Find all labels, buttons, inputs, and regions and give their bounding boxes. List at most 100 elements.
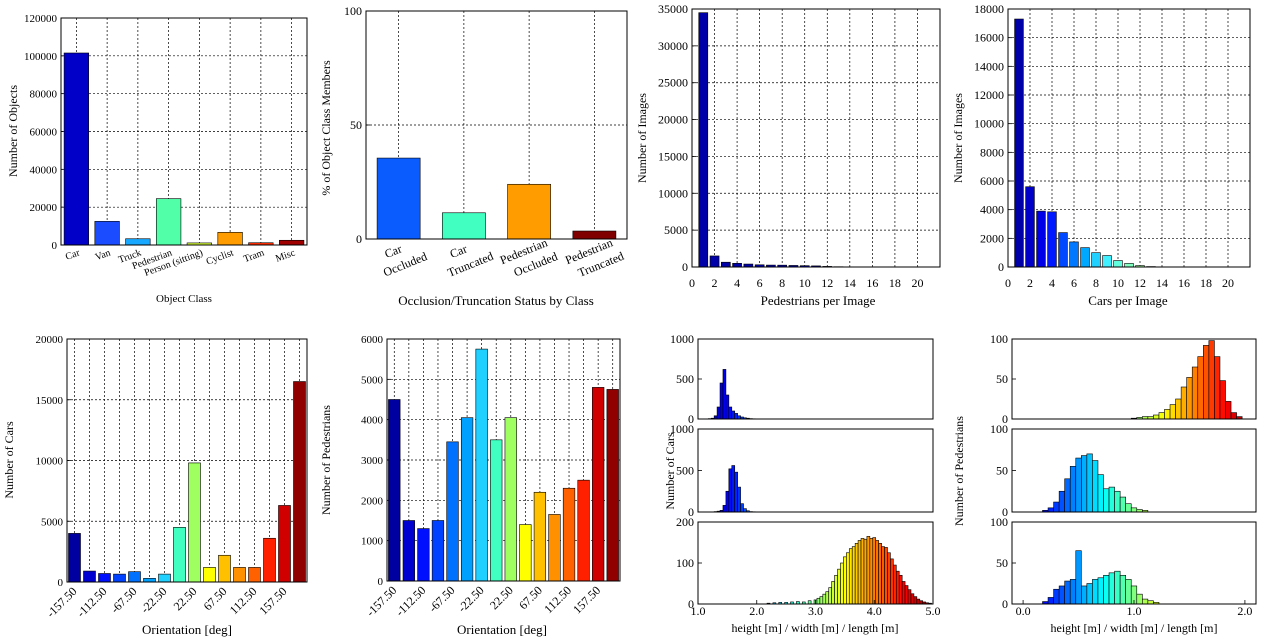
- y-tick-label: 0: [378, 576, 384, 588]
- bar: [1219, 380, 1226, 420]
- y-tick-label: 12000: [974, 88, 1004, 102]
- bar: [1108, 572, 1115, 605]
- y-tick-label: 15000: [658, 149, 688, 163]
- y-tick-label: 4000: [980, 203, 1004, 217]
- y-tick-label: 120000: [24, 13, 58, 25]
- bar: [910, 593, 915, 605]
- y-tick-label: 10000: [658, 186, 688, 200]
- x-tick-label: 8: [779, 276, 785, 290]
- plot-frame: [1011, 338, 1257, 420]
- y-tick-label: 20000: [30, 202, 58, 214]
- bar: [125, 238, 151, 246]
- y-axis-label: Number of Objects: [6, 85, 20, 177]
- bar: [1103, 488, 1110, 513]
- y-tick-label: 50: [996, 464, 1008, 478]
- bar: [68, 533, 81, 583]
- x-tick-label: 6: [1071, 276, 1077, 290]
- y-tick-label: 100: [990, 422, 1008, 436]
- x-tick-label: -67.50: [108, 584, 140, 616]
- x-tick-label: -157.50: [44, 584, 80, 620]
- bar: [507, 183, 551, 240]
- bar: [721, 261, 731, 268]
- y-tick-label: 1000: [670, 422, 694, 436]
- y-tick-label: 50: [350, 118, 362, 132]
- y-tick-label: 5000: [664, 223, 688, 237]
- pedestrian-dimensions-panel-length: 0 50 100: [990, 515, 1257, 611]
- bar: [388, 399, 401, 582]
- y-axis-label: Number of Images: [951, 93, 965, 183]
- bar: [446, 441, 459, 582]
- bar: [278, 505, 291, 583]
- y-tick-label: 6000: [361, 334, 384, 346]
- y-tick-label: 3000: [361, 455, 384, 467]
- x-tick-label: -67.50: [426, 583, 458, 615]
- bar: [834, 574, 838, 605]
- y-tick-label: 50: [996, 372, 1008, 386]
- bar: [1086, 453, 1093, 513]
- y-tick-label: 0: [682, 260, 688, 274]
- y-axis-label: Number of Cars: [2, 421, 16, 499]
- x-tick-label: 18: [1200, 276, 1212, 290]
- x-tick-label: 4.0: [867, 604, 882, 618]
- bar: [819, 596, 824, 605]
- x-tick-label: 12: [821, 276, 833, 290]
- bar: [218, 554, 231, 583]
- bar: [725, 394, 730, 420]
- bar: [709, 255, 720, 268]
- pedestrian-dimensions-panel-width: 0 50 100: [990, 422, 1257, 519]
- x-tick-label: 6: [757, 276, 763, 290]
- bar: [890, 558, 894, 605]
- y-tick-label: 35000: [658, 2, 688, 16]
- bar: [895, 570, 900, 605]
- x-tick-label: 16: [1178, 276, 1190, 290]
- object-class-chart: 0 20000 40000 60000 80000 100000 120000 Car Van T…: [24, 13, 308, 279]
- bar: [475, 348, 488, 582]
- x-tick-label: 0.0: [1016, 604, 1031, 618]
- bar: [1108, 486, 1115, 513]
- bar: [843, 556, 847, 605]
- pedestrian-dimensions-panel-height: 0 50 100: [990, 332, 1257, 426]
- bar: [519, 524, 532, 582]
- bar: [731, 465, 736, 513]
- pedestrian-orientation-chart: 0 1000 2000 3000 4000 5000 6000 -157.50-112.50-…: [361, 334, 621, 619]
- x-tick-label: Car: [382, 242, 403, 261]
- y-tick-label: 50: [996, 556, 1008, 570]
- bar: [113, 573, 126, 583]
- plot-frame: [697, 338, 934, 420]
- bar: [1025, 186, 1035, 268]
- x-tick-label: 2: [712, 276, 718, 290]
- x-axis-label: Orientation [deg]: [142, 622, 232, 637]
- bar: [1124, 263, 1134, 268]
- bar: [1153, 414, 1160, 420]
- y-tick-label: 1000: [670, 332, 694, 346]
- bar: [279, 239, 305, 246]
- bar: [837, 568, 841, 605]
- bar: [869, 538, 874, 605]
- y-axis-label: Number of Pedestrians: [319, 405, 333, 515]
- bar: [1119, 496, 1126, 513]
- bar: [1075, 550, 1082, 605]
- car-orientation-chart: 0 5000 10000 15000 20000 -157.50-112.50-67.50…: [36, 334, 308, 620]
- x-tick-label: 3.0: [808, 604, 823, 618]
- y-tick-label: 100: [990, 332, 1008, 346]
- y-tick-label: 0: [52, 240, 58, 252]
- bar: [1069, 579, 1077, 605]
- bar: [732, 263, 742, 268]
- bar: [490, 439, 503, 582]
- bar: [83, 570, 96, 583]
- bar: [203, 567, 216, 583]
- bar: [1053, 501, 1060, 513]
- x-axis-label: Pedestrians per Image: [761, 293, 876, 308]
- x-axis-label: Cars per Image: [1088, 293, 1168, 308]
- bar: [1081, 455, 1088, 513]
- y-tick-label: 30000: [658, 39, 688, 53]
- y-tick-label: 100: [344, 4, 362, 18]
- bar: [504, 417, 517, 582]
- car-dimensions-panel-length: 0 100 200: [676, 515, 934, 611]
- bar: [728, 468, 733, 513]
- bar: [1036, 210, 1046, 268]
- bar: [863, 538, 868, 605]
